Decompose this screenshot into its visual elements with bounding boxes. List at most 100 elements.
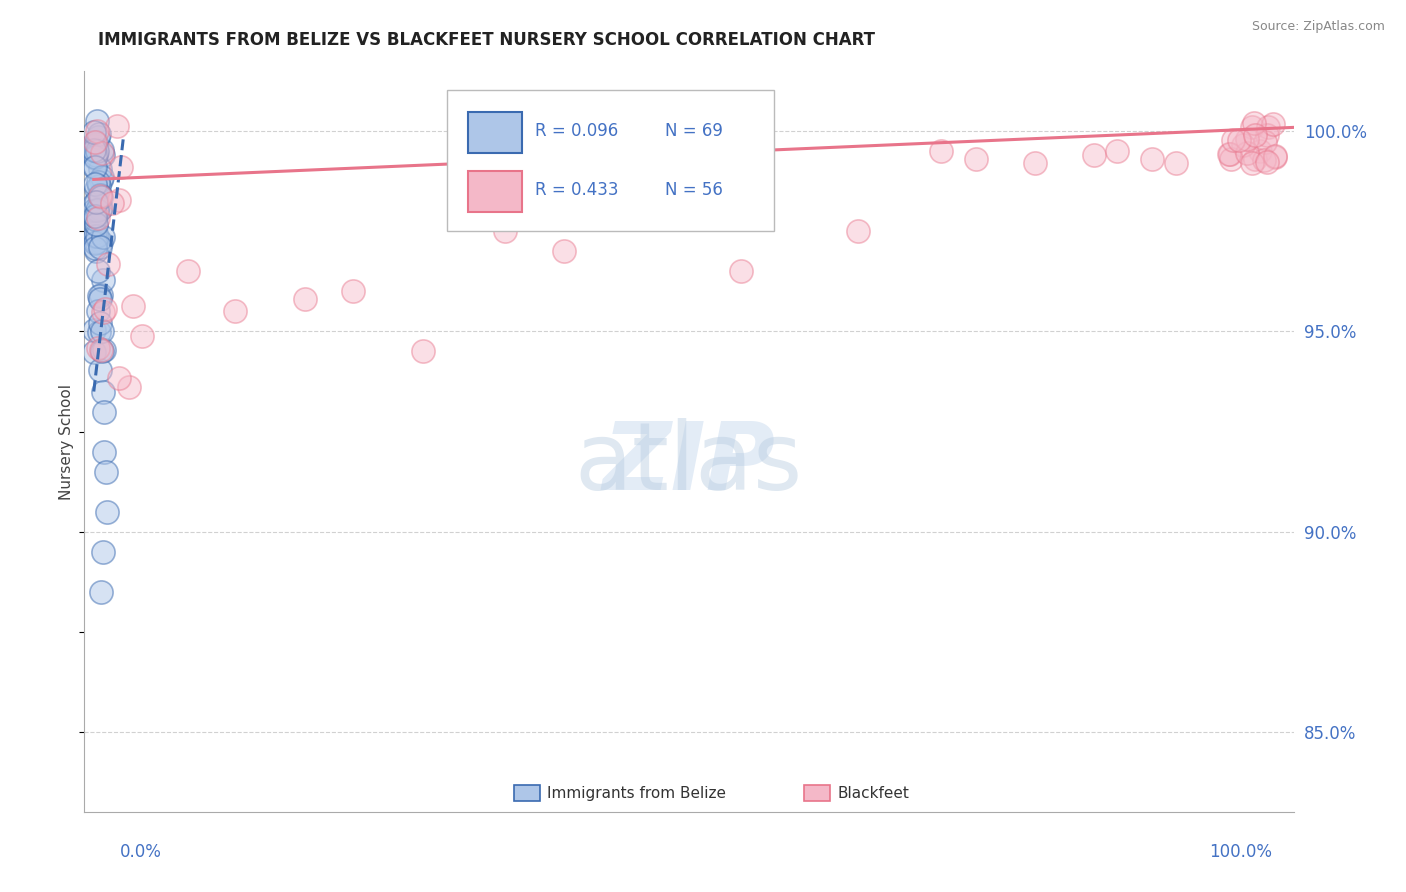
Point [342,285,364,299]
Point [90,146,112,161]
Point [89,363,111,377]
Point [83,138,105,153]
Point [1107,145,1129,159]
Point [294,293,316,307]
FancyBboxPatch shape [513,785,540,801]
Point [1236,132,1258,146]
Text: N = 69: N = 69 [665,121,723,139]
Point [84,135,107,149]
Point [1249,144,1271,158]
Point [89,189,111,203]
Point [89,162,111,177]
Point [93,404,115,418]
Point [91,272,114,286]
Point [84,136,107,151]
Point [91,344,114,359]
Point [84,210,107,224]
Point [91,384,114,399]
Text: N = 56: N = 56 [665,181,723,199]
Text: R = 0.096: R = 0.096 [536,121,619,139]
Point [94,301,117,316]
Point [90,143,112,157]
Point [91,230,114,244]
Point [1083,148,1105,162]
Point [87,179,110,194]
Point [89,240,111,254]
Point [1264,150,1286,164]
Point [1241,156,1264,170]
Point [84,244,107,258]
Point [1243,115,1265,129]
Point [84,217,107,231]
Text: ZIP: ZIP [603,417,775,509]
Point [84,151,107,165]
Point [89,202,111,216]
Point [1232,138,1254,153]
Point [86,207,108,221]
FancyBboxPatch shape [468,112,522,153]
Point [84,229,107,244]
Point [1164,156,1187,170]
Text: IMMIGRANTS FROM BELIZE VS BLACKFEET NURSERY SCHOOL CORRELATION CHART: IMMIGRANTS FROM BELIZE VS BLACKFEET NURS… [98,31,876,49]
Point [90,235,112,249]
Point [224,304,246,318]
Point [84,150,107,164]
Point [91,170,114,185]
Point [86,148,108,162]
Point [84,182,107,196]
FancyBboxPatch shape [804,785,831,801]
Y-axis label: Nursery School: Nursery School [59,384,75,500]
Point [100,195,122,210]
Point [131,328,153,343]
Point [89,128,111,142]
Point [1024,156,1046,170]
Point [91,148,114,162]
Point [1236,146,1258,161]
Point [122,300,145,314]
Point [1227,133,1250,147]
Point [94,465,117,479]
Text: atlas: atlas [575,417,803,509]
Point [91,325,114,339]
Point [929,145,952,159]
Text: Immigrants from Belize: Immigrants from Belize [547,786,727,801]
Point [108,371,131,385]
Point [1257,120,1279,134]
Point [965,153,987,167]
Point [83,143,105,157]
Point [846,224,869,238]
Point [83,241,105,255]
Point [494,224,516,238]
Point [86,228,108,243]
Point [90,173,112,187]
Point [1219,146,1241,161]
Point [89,188,111,202]
Point [177,264,200,278]
Text: Source: ZipAtlas.com: Source: ZipAtlas.com [1251,20,1385,33]
Point [84,143,107,157]
Point [83,323,105,337]
Point [86,218,108,232]
Point [87,264,110,278]
Point [1218,147,1240,161]
Point [90,190,112,204]
Point [93,444,115,458]
Point [87,341,110,355]
Point [87,303,110,318]
Point [90,201,112,215]
Point [83,203,105,218]
Point [86,175,108,189]
Point [83,226,105,240]
Point [1220,152,1243,166]
Point [1253,153,1275,167]
Point [83,235,105,250]
Point [83,344,105,359]
Text: 100.0%: 100.0% [1209,843,1272,861]
Point [108,193,131,207]
Point [87,130,110,145]
Point [87,211,110,226]
Point [91,305,114,319]
Point [87,325,110,339]
Point [86,202,108,217]
FancyBboxPatch shape [447,90,773,230]
